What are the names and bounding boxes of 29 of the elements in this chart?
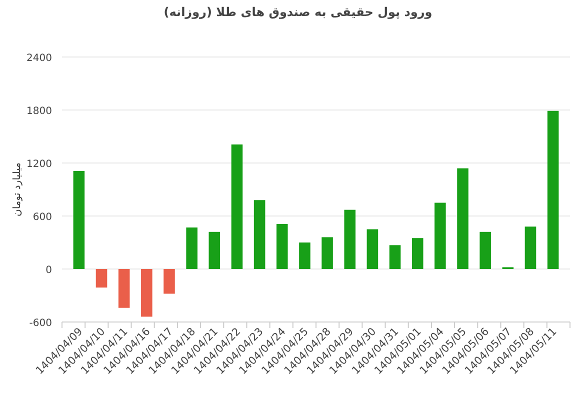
bar bbox=[164, 269, 175, 294]
bar bbox=[344, 210, 356, 269]
y-tick-label: 1800 bbox=[26, 106, 52, 117]
y-tick-label: 600 bbox=[32, 212, 52, 223]
bar bbox=[96, 269, 108, 288]
y-tick-label: 2400 bbox=[26, 53, 52, 64]
bar bbox=[141, 269, 152, 317]
bar bbox=[118, 269, 130, 308]
bar bbox=[276, 224, 288, 269]
bar bbox=[299, 242, 310, 269]
bar bbox=[389, 245, 401, 269]
bar bbox=[254, 200, 266, 269]
bar bbox=[480, 232, 491, 269]
bar bbox=[208, 232, 220, 269]
bar bbox=[322, 237, 333, 269]
bar bbox=[366, 229, 378, 269]
y-tick-label: 0 bbox=[46, 265, 52, 276]
y-tick-label: 1200 bbox=[26, 159, 52, 170]
y-tick-label: -600 bbox=[29, 318, 52, 329]
y-axis-title: میلیارد تومان bbox=[12, 162, 23, 216]
bar bbox=[434, 202, 446, 269]
bar bbox=[457, 168, 468, 269]
bar bbox=[524, 226, 536, 269]
bar bbox=[412, 238, 424, 269]
bar bbox=[231, 144, 243, 269]
bar bbox=[186, 227, 198, 269]
bar bbox=[547, 110, 559, 269]
chart-title: ورود پول حقیقی به صندوق های طلا (روزانه) bbox=[164, 5, 432, 19]
bar bbox=[73, 170, 85, 269]
